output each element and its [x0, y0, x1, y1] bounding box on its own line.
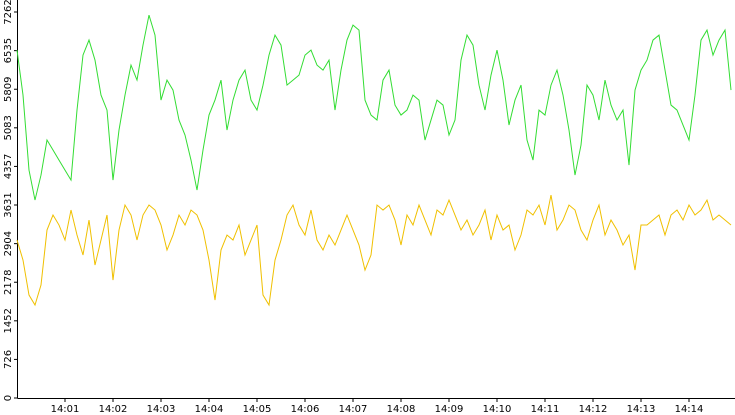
x-tick-label: 14:03 [147, 404, 176, 415]
x-tick-label: 14:12 [579, 404, 608, 415]
x-tick-label: 14:08 [387, 404, 416, 415]
x-tick-label: 14:02 [99, 404, 128, 415]
x-tick-label: 14:11 [531, 404, 560, 415]
x-tick-label: 14:09 [435, 404, 464, 415]
series-line [16, 14, 732, 201]
y-tick-label: 2178 [3, 270, 14, 295]
y-tick-label: 6535 [3, 38, 14, 63]
x-tick-label: 14:05 [243, 404, 272, 415]
x-tick-label: 14:14 [675, 404, 704, 415]
x-tick-label: 14:10 [483, 404, 512, 415]
x-tick-label: 14:01 [51, 404, 80, 415]
y-tick-label: 1452 [3, 308, 14, 333]
y-tick-label: 5083 [3, 115, 14, 140]
y-tick-label: 3631 [3, 192, 14, 217]
y-tick-label: 5809 [3, 77, 14, 102]
y-tick-label: 7262 [3, 0, 14, 25]
y-tick-label: 0 [3, 395, 14, 401]
x-tick-label: 14:04 [195, 404, 224, 415]
y-tick-label: 726 [3, 350, 14, 369]
x-tick-label: 14:07 [339, 404, 368, 415]
y-tick-label: 2904 [3, 231, 14, 256]
x-tick-label: 14:13 [627, 404, 656, 415]
series-line [16, 194, 732, 307]
x-tick-label: 14:06 [291, 404, 320, 415]
y-tick-label: 4357 [3, 154, 14, 179]
